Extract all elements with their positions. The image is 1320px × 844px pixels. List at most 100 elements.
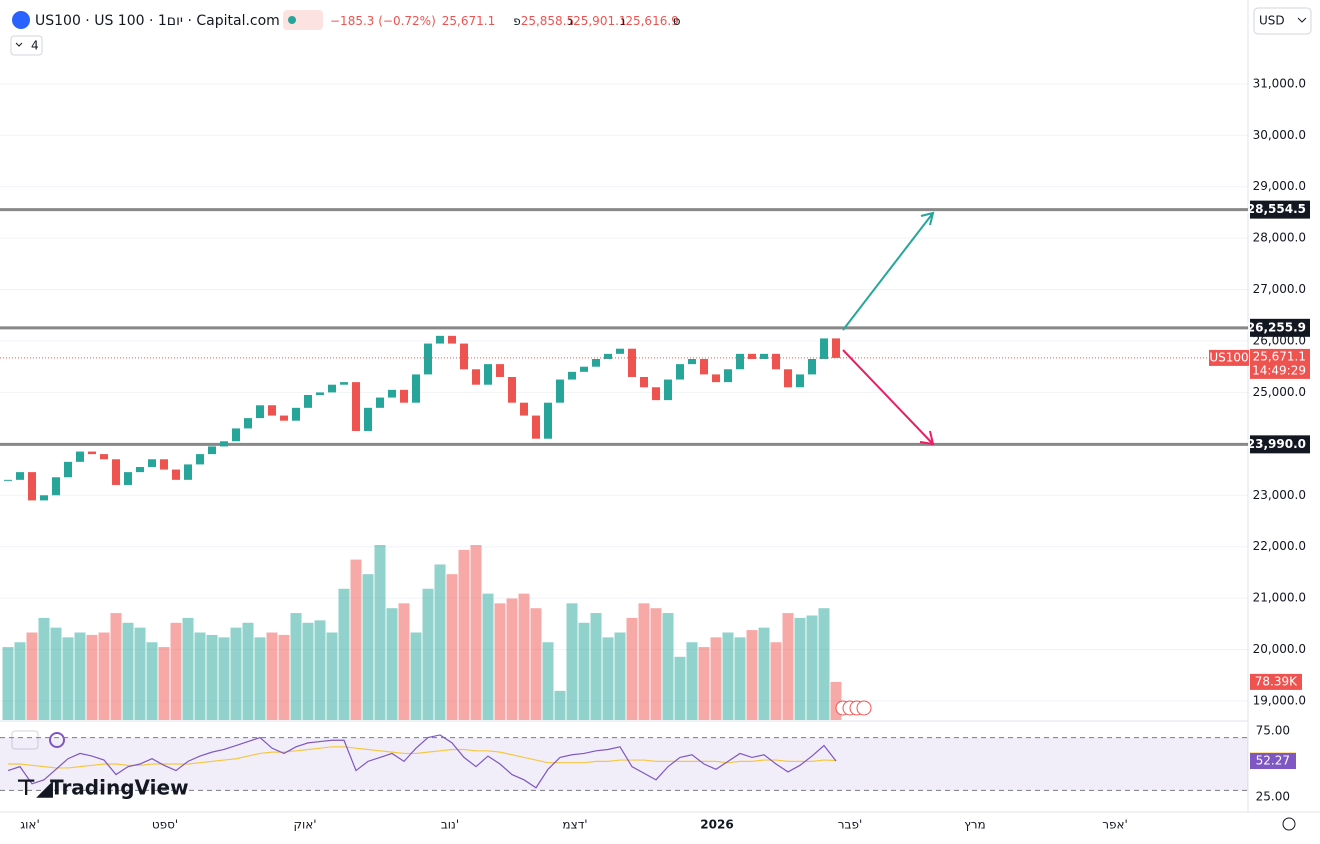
volume-bar: [566, 603, 578, 720]
volume-bar: [278, 634, 290, 720]
x-tick-label: פבר': [838, 818, 863, 832]
level-label: 28,554.5: [1247, 202, 1306, 216]
volume-bar: [314, 620, 326, 720]
candle-body: [412, 374, 420, 403]
y-tick-label: 20,000.0: [1253, 642, 1306, 656]
volume-bar: [326, 632, 338, 720]
candle-body: [316, 392, 324, 395]
volume-bar: [446, 574, 458, 720]
candle-body: [256, 405, 264, 419]
candle-body: [172, 469, 180, 480]
candle-body: [784, 369, 792, 388]
indicator-count[interactable]: 4: [31, 39, 39, 53]
y-tick-label: 28,000.0: [1253, 231, 1306, 245]
ohlc-row: −185.3 (−0.72%) 25,671.1 ס25,616.9נ25,901.…: [330, 14, 681, 28]
candle-body: [388, 389, 396, 398]
brand[interactable]: TradingView: [50, 776, 189, 800]
ohlc-text: 25,616.9: [625, 14, 678, 28]
candle-body: [808, 358, 816, 375]
candle-body: [688, 358, 696, 365]
y-tick-label: 25,000.0: [1253, 385, 1306, 399]
rsi-icon: [49, 732, 65, 748]
volume-bar: [218, 637, 230, 720]
currency-select[interactable]: [1253, 7, 1312, 35]
volume-label: 78.39K: [1255, 674, 1298, 688]
arrowhead: [920, 211, 935, 226]
volume-bar: [458, 549, 470, 720]
ohlc-text: 25,901.1: [573, 14, 626, 28]
candle-body: [100, 454, 108, 460]
volume-bar: [230, 627, 242, 720]
candle-body: [76, 451, 84, 462]
currency[interactable]: USD: [1259, 14, 1285, 28]
candle-body: [760, 353, 768, 359]
candle-body: [340, 382, 348, 385]
candle-body: [424, 343, 432, 375]
volume-bar: [794, 617, 806, 720]
volume-bar: [386, 608, 398, 720]
candle-body: [820, 338, 828, 359]
ohlc-text: 25,858.5: [521, 14, 574, 28]
candle-body: [460, 343, 468, 370]
x-tick-label: 2026: [700, 818, 733, 832]
level-label: 23,990.0: [1247, 437, 1306, 451]
volume-bar: [98, 632, 110, 720]
candle-body: [52, 477, 60, 496]
symbol-title[interactable]: US100 · US 100 · 1יום · Capital.com: [35, 13, 280, 29]
candle-body: [136, 466, 144, 473]
volume-bar: [194, 632, 206, 720]
y-tick-label: 30,000.0: [1253, 128, 1306, 142]
candle-body: [676, 364, 684, 380]
candle-body: [700, 358, 708, 375]
rsi-label-box: [1250, 753, 1296, 770]
volume-bar: [734, 637, 746, 720]
volume-bar: [674, 656, 686, 720]
volume-bar: [206, 634, 218, 720]
candle-body: [208, 446, 216, 455]
y-tick-label: 23,000.0: [1253, 488, 1306, 502]
ohlc-text: נ: [621, 14, 626, 28]
candle-body: [88, 451, 96, 455]
volume-bar: [542, 642, 554, 720]
volume-bar: [122, 622, 134, 720]
ohlc-text: −185.3 (−0.72%): [330, 14, 436, 28]
volume-bar: [86, 634, 98, 720]
volume-bar: [290, 613, 302, 720]
volume-bar: [362, 574, 374, 720]
rsi-ma-line: [8, 746, 837, 769]
y-tick-label: 22,000.0: [1253, 539, 1306, 553]
candle-body: [244, 418, 252, 429]
candle-body: [796, 374, 804, 388]
candle-body: [652, 387, 660, 401]
candle-body: [148, 459, 156, 467]
candle-body: [520, 402, 528, 416]
symbol-tag-text: US100: [1209, 350, 1248, 364]
last-price-label: 25,671.1: [1253, 349, 1306, 363]
volume-bar: [506, 598, 518, 720]
x-tick-label: אפר': [1102, 818, 1128, 832]
rsi-line: [7, 734, 837, 789]
volume-bar: [698, 647, 710, 720]
indicator-toggle[interactable]: [10, 35, 43, 56]
volume-bar: [530, 608, 542, 720]
x-tick-label: אוק': [293, 818, 316, 832]
candle-body: [580, 366, 588, 372]
candle-body: [436, 335, 444, 344]
ohlc-text: 25,671.1: [442, 14, 495, 28]
volume-bar: [818, 608, 830, 720]
pane-toggle[interactable]: [11, 730, 39, 750]
x-tick-label: מרץ: [964, 818, 985, 832]
x-tick-label: ספט': [152, 818, 178, 832]
status-badge: [283, 10, 323, 30]
volume-bar: [14, 642, 26, 720]
volume-bar: [242, 622, 254, 720]
volume-bar: [110, 613, 122, 720]
ohlc-text: ס: [673, 14, 681, 28]
candle-body: [376, 397, 384, 408]
candle-body: [496, 364, 504, 377]
volume-bar: [758, 627, 770, 720]
settings-icon[interactable]: [1282, 817, 1296, 831]
candle-body: [184, 464, 192, 480]
candle-body: [604, 353, 612, 359]
